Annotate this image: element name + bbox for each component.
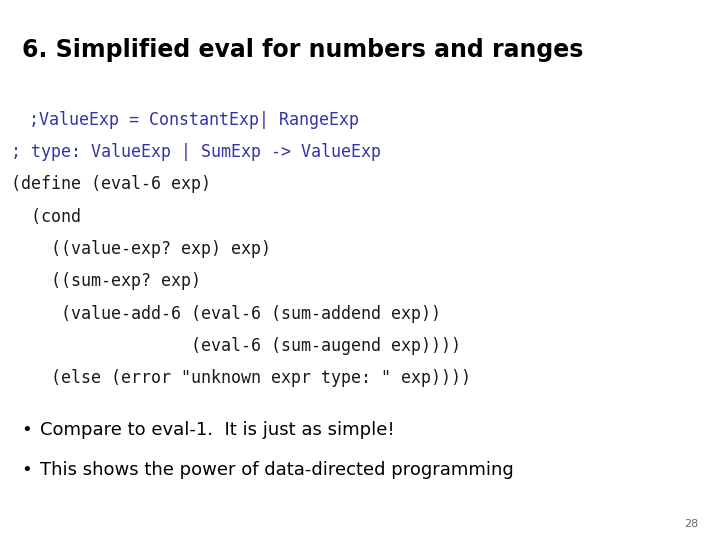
Text: ; type: ValueExp | SumExp -> ValueExp: ; type: ValueExp | SumExp -> ValueExp — [11, 143, 381, 161]
Text: •: • — [22, 461, 32, 479]
Text: (define (eval-6 exp): (define (eval-6 exp) — [11, 176, 211, 193]
Text: ((value-exp? exp) exp): ((value-exp? exp) exp) — [11, 240, 271, 258]
Text: (eval-6 (sum-augend exp)))): (eval-6 (sum-augend exp)))) — [11, 337, 461, 355]
Text: (value-add-6 (eval-6 (sum-addend exp)): (value-add-6 (eval-6 (sum-addend exp)) — [11, 305, 441, 322]
Text: This shows the power of data-directed programming: This shows the power of data-directed pr… — [40, 461, 513, 479]
Text: •: • — [22, 421, 32, 438]
Text: 6. Simplified eval for numbers and ranges: 6. Simplified eval for numbers and range… — [22, 38, 583, 62]
Text: (cond: (cond — [11, 208, 81, 226]
Text: Compare to eval-1.  It is just as simple!: Compare to eval-1. It is just as simple! — [40, 421, 395, 438]
Text: ((sum-exp? exp): ((sum-exp? exp) — [11, 272, 201, 291]
Text: (else (error "unknown expr type: " exp)))): (else (error "unknown expr type: " exp))… — [11, 369, 471, 387]
Text: 28: 28 — [684, 519, 698, 529]
Text: ;ValueExp = ConstantExp| RangeExp: ;ValueExp = ConstantExp| RangeExp — [29, 111, 359, 129]
